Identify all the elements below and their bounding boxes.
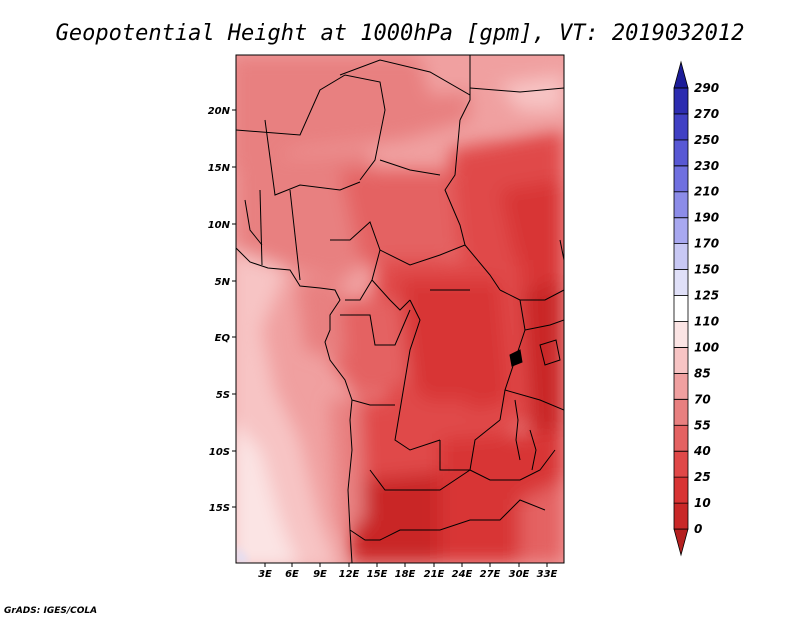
map-frame xyxy=(235,54,565,564)
colorbar-label: 0 xyxy=(694,522,702,536)
colorbar-label: 10 xyxy=(694,496,711,510)
colorbar-segment xyxy=(673,139,689,167)
map-title: Geopotential Height at 1000hPa [gpm], VT… xyxy=(56,21,745,46)
colorbar-segment xyxy=(673,113,689,141)
colorbar-label: 85 xyxy=(694,366,711,380)
lat-label: 5S xyxy=(216,390,230,401)
colorbar-label: 210 xyxy=(694,185,719,199)
lat-label: 15N xyxy=(208,163,231,174)
colorbar-segment xyxy=(673,243,689,270)
colorbar-segment xyxy=(673,321,689,348)
colorbar-segment xyxy=(673,476,689,504)
colorbar-segment xyxy=(673,528,689,557)
colorbar-label: 40 xyxy=(693,444,711,458)
colorbar-segment xyxy=(673,502,689,530)
colorbar-segment xyxy=(673,424,689,452)
colorbar-label: 110 xyxy=(694,314,719,328)
colorbar-segment xyxy=(673,191,689,219)
colorbar-segment xyxy=(673,347,689,374)
lon-label: 21E xyxy=(424,569,445,580)
colorbar-segment xyxy=(673,269,689,296)
colorbar-label: 70 xyxy=(694,392,711,406)
colorbar-label: 125 xyxy=(694,289,719,303)
lon-label: 27E xyxy=(480,569,501,580)
colorbar: 0 10 25 40 55 70 85 100 110 125 150 170 190 210 230 250… xyxy=(673,60,719,557)
longitude-axis: 3E 6E 9E 12E 15E 18E 21E 24E 27E 30E 33E xyxy=(258,563,558,580)
map-area xyxy=(236,55,564,563)
lon-label: 9E xyxy=(313,569,327,580)
colorbar-segment xyxy=(673,87,689,115)
lat-label: 20N xyxy=(208,106,231,117)
colorbar-segment xyxy=(673,372,689,400)
colorbar-label: 270 xyxy=(694,107,719,121)
credit-label: GrADS: IGES/COLA xyxy=(4,606,97,616)
colorbar-segment xyxy=(673,60,689,89)
lon-label: 33E xyxy=(537,569,558,580)
lat-label: 10S xyxy=(209,447,230,458)
lon-label: 24E xyxy=(452,569,473,580)
latitude-axis: 20N 15N 10N 5N EQ 5S 10S 15S xyxy=(208,106,236,514)
colorbar-label: 290 xyxy=(694,81,719,95)
lon-label: 3E xyxy=(258,569,272,580)
lat-label: 15S xyxy=(209,503,230,514)
lat-label: 10N xyxy=(208,220,231,231)
country-borders xyxy=(236,55,564,563)
lon-label: 30E xyxy=(509,569,530,580)
colorbar-segment xyxy=(673,398,689,426)
colorbar-label: 55 xyxy=(694,418,711,432)
lon-label: 18E xyxy=(395,569,416,580)
colorbar-segment xyxy=(673,217,689,245)
colorbar-label: 230 xyxy=(694,159,719,173)
colorbar-label: 150 xyxy=(694,263,719,277)
colorbar-label: 190 xyxy=(694,211,719,225)
colorbar-label: 100 xyxy=(694,340,719,354)
lon-label: 6E xyxy=(285,569,299,580)
lat-label: EQ xyxy=(215,333,231,344)
colorbar-label: 170 xyxy=(694,237,719,251)
colorbar-segment xyxy=(673,450,689,478)
lat-label: 5N xyxy=(215,277,231,288)
colorbar-segment xyxy=(673,165,689,193)
colorbar-label: 250 xyxy=(694,133,719,147)
colorbar-segment xyxy=(673,295,689,322)
colorbar-label: 25 xyxy=(694,470,711,484)
lon-label: 12E xyxy=(339,569,360,580)
lon-label: 15E xyxy=(367,569,388,580)
